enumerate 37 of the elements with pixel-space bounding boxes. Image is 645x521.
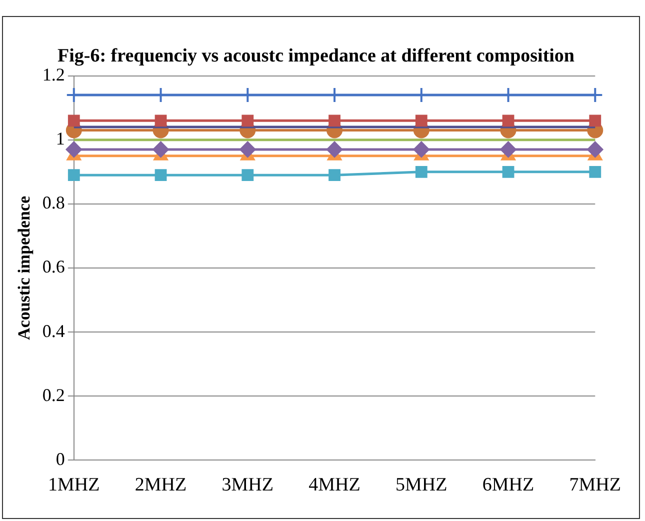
x-tick-label: 2MHZ (134, 474, 187, 496)
y-tick-label: 0 (56, 448, 65, 469)
point (68, 114, 80, 127)
point (328, 114, 340, 127)
point (589, 166, 602, 178)
x-tick-label: 6MHZ (482, 474, 534, 496)
chart-title: Fig-6: frequenciy vs acoustc impedance at different composition (58, 45, 575, 66)
x-tick-label: 3MHZ (222, 474, 274, 496)
point (152, 141, 169, 158)
point (413, 141, 430, 158)
point (502, 114, 514, 127)
x-tick-label: 4MHZ (308, 474, 360, 496)
point (66, 141, 82, 158)
y-axis-title: Acoustic impedence (14, 196, 34, 340)
point (68, 169, 80, 182)
point (415, 114, 428, 127)
point (154, 114, 167, 127)
point (502, 166, 514, 178)
point (242, 114, 254, 127)
point (587, 141, 604, 158)
point (589, 114, 602, 127)
y-tick-label: 0.8 (42, 192, 65, 213)
y-tick-label: 0.2 (42, 384, 65, 405)
point (154, 169, 167, 182)
x-tick-label: 7MHZ (569, 474, 622, 496)
point (415, 166, 428, 178)
point (240, 141, 256, 158)
point (500, 141, 516, 158)
point (326, 141, 343, 158)
y-tick-label: 1.2 (42, 64, 65, 85)
point (328, 169, 340, 182)
x-tick-label: 1MHZ (48, 474, 100, 496)
point (242, 169, 254, 182)
y-tick-label: 0.4 (42, 320, 65, 341)
y-tick-label: 0.6 (42, 256, 65, 277)
y-tick-label: 1 (56, 128, 65, 149)
x-tick-label: 5MHZ (396, 474, 448, 496)
